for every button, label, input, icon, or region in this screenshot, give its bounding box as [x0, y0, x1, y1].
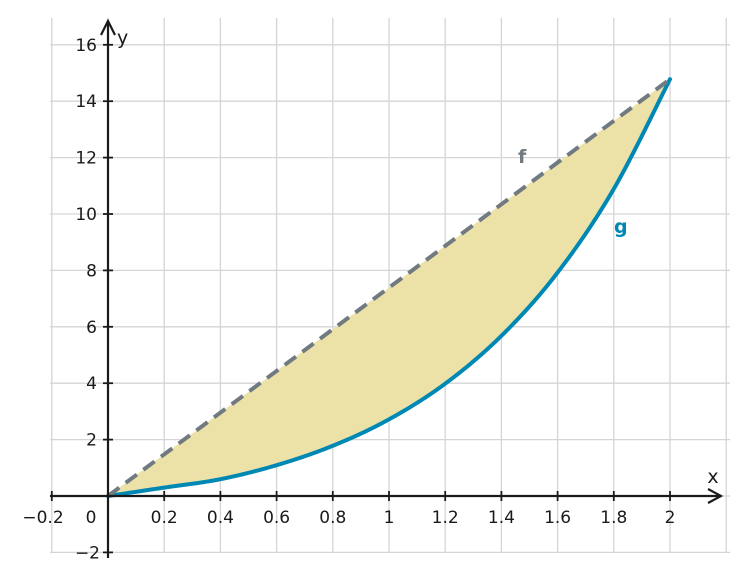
y-tick-label: 8	[86, 261, 97, 281]
y-tick-label: 4	[86, 374, 97, 394]
axes	[50, 18, 724, 558]
y-tick-label: 14	[75, 92, 97, 112]
x-tick-label: 1.4	[488, 508, 515, 528]
x-tick-label: 0.2	[151, 508, 178, 528]
series-g-label: g	[614, 216, 628, 238]
x-tick-label: 2	[665, 508, 676, 528]
x-tick-label: 1	[384, 508, 395, 528]
y-axis-arrow	[100, 18, 116, 36]
x-tick-label: 0.4	[207, 508, 234, 528]
y-tick-label: 2	[86, 431, 97, 451]
origin-label: 0	[86, 508, 97, 528]
y-tick-label: −2	[75, 543, 100, 563]
x-tick-label: 0.6	[263, 508, 290, 528]
y-tick-label: 6	[86, 318, 97, 338]
series-f-line	[106, 77, 672, 498]
ticks: 0.2 0.4 0.6 0.8 1 1.2 1.4 1.6 1.8 2 −0.2 0 2 4 6 8 10 12 1…	[22, 36, 675, 564]
x-tick-label: −0.2	[22, 508, 63, 528]
y-tick-label: 12	[75, 149, 97, 169]
series-f-label: f	[518, 146, 527, 168]
y-tick-label: 16	[75, 36, 97, 56]
x-tick-label: 1.2	[432, 508, 459, 528]
series-g-curve	[106, 77, 672, 498]
x-axis-label: x	[707, 466, 718, 488]
x-tick-label: 0.8	[319, 508, 346, 528]
x-tick-label: 1.6	[544, 508, 571, 528]
y-axis-label: y	[117, 27, 128, 49]
y-tick-label: 10	[75, 205, 97, 225]
area-between-curves	[108, 79, 670, 496]
x-tick-label: 1.8	[600, 508, 627, 528]
x-axis-arrow	[707, 488, 724, 504]
